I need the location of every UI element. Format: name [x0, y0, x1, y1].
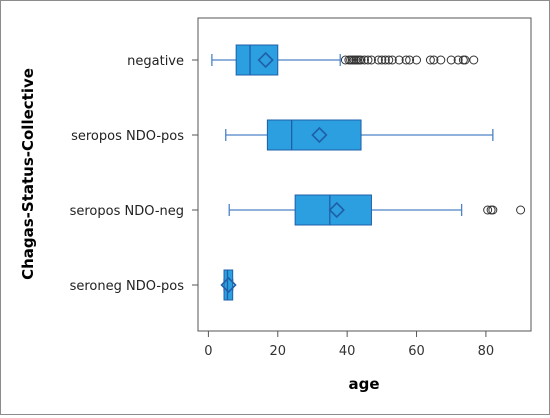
x-tick-label: 80 [478, 344, 495, 359]
outlier-point [488, 205, 498, 215]
mean-marker [220, 276, 237, 294]
outlier-point [384, 55, 394, 65]
box-group [220, 269, 237, 301]
outlier-point [469, 55, 479, 65]
category-label: negative [127, 54, 184, 69]
outlier-point [460, 55, 470, 65]
x-axis-ticks: 0 20 40 60 80 [204, 331, 494, 359]
outlier-point [387, 55, 397, 65]
outlier-point [377, 55, 387, 65]
x-axis-label: age [348, 375, 379, 393]
mean-marker [328, 201, 345, 219]
outlier-point [436, 55, 446, 65]
outlier-point [373, 55, 383, 65]
outlier-point [412, 55, 422, 65]
outlier-point [429, 55, 439, 65]
y-axis-label: Chagas-Status-Collective [19, 68, 37, 280]
category-label: seroneg NDO-pos [70, 279, 185, 294]
outlier-point [356, 55, 366, 65]
mean-marker [311, 126, 328, 144]
mean-marker [257, 51, 274, 69]
x-tick-label: 60 [408, 344, 425, 359]
box-series [211, 44, 526, 301]
box [235, 44, 279, 76]
outlier-point [453, 55, 463, 65]
category-label: seropos NDO-pos [71, 129, 184, 144]
outlier-point [405, 55, 415, 65]
x-tick-label: 0 [204, 344, 212, 359]
outlier-point [394, 55, 404, 65]
box [266, 119, 362, 151]
box [223, 269, 234, 301]
outlier-point [380, 55, 390, 65]
box [294, 194, 372, 226]
x-tick-label: 20 [270, 344, 287, 359]
y-axis-ticks: negative seropos NDO-pos seropos NDO-neg se… [70, 54, 198, 294]
outlier-point [516, 205, 526, 215]
box-group [228, 194, 526, 226]
outlier-point [446, 55, 456, 65]
outlier-point [425, 55, 435, 65]
outlier-point [340, 55, 350, 65]
outlier-point [366, 55, 376, 65]
category-label: seropos NDO-neg [70, 204, 184, 219]
box-group [225, 119, 494, 151]
outlier-point [363, 55, 373, 65]
outlier-point [401, 55, 411, 65]
outlier-point [483, 205, 493, 215]
outlier-point [360, 55, 369, 65]
box-group [211, 44, 479, 76]
x-tick-label: 40 [339, 344, 356, 359]
